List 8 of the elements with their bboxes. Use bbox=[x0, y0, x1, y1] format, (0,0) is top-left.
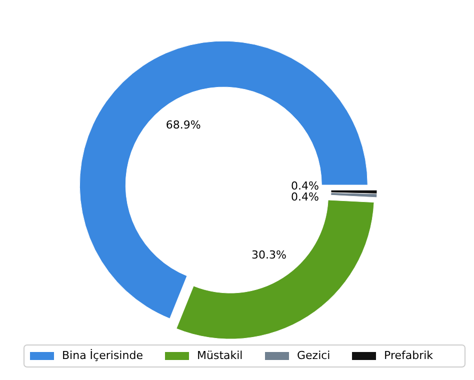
legend-label: Prefabrik bbox=[384, 349, 434, 362]
data-label: 30.3% bbox=[252, 248, 286, 262]
data-label: 68.9% bbox=[166, 118, 201, 132]
data-label: 0.4% bbox=[291, 179, 319, 192]
legend-label: Gezici bbox=[297, 349, 330, 362]
data-label: 0.4% bbox=[290, 190, 319, 204]
legend-label: Müstakil bbox=[197, 349, 243, 362]
legend-label: Bina İçerisinde bbox=[62, 348, 144, 362]
